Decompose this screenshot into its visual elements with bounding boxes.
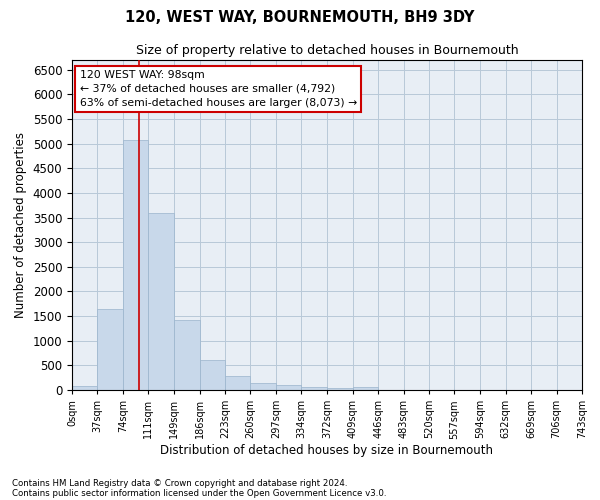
- Text: 120 WEST WAY: 98sqm
← 37% of detached houses are smaller (4,792)
63% of semi-det: 120 WEST WAY: 98sqm ← 37% of detached ho…: [80, 70, 357, 108]
- Bar: [123, 140, 148, 390]
- Text: Contains public sector information licensed under the Open Government Licence v3: Contains public sector information licen…: [12, 488, 386, 498]
- Text: Contains HM Land Registry data © Crown copyright and database right 2024.: Contains HM Land Registry data © Crown c…: [12, 478, 347, 488]
- Bar: [328, 388, 353, 390]
- Title: Size of property relative to detached houses in Bournemouth: Size of property relative to detached ho…: [136, 44, 518, 58]
- Text: 120, WEST WAY, BOURNEMOUTH, BH9 3DY: 120, WEST WAY, BOURNEMOUTH, BH9 3DY: [125, 10, 475, 25]
- Bar: [353, 387, 378, 390]
- Y-axis label: Number of detached properties: Number of detached properties: [14, 132, 27, 318]
- Bar: [225, 376, 250, 390]
- Bar: [148, 212, 173, 390]
- Bar: [97, 308, 123, 390]
- Bar: [72, 386, 97, 390]
- Bar: [250, 383, 276, 390]
- Bar: [276, 385, 301, 390]
- Bar: [174, 320, 200, 390]
- Bar: [301, 387, 326, 390]
- X-axis label: Distribution of detached houses by size in Bournemouth: Distribution of detached houses by size …: [161, 444, 493, 457]
- Bar: [200, 360, 225, 390]
